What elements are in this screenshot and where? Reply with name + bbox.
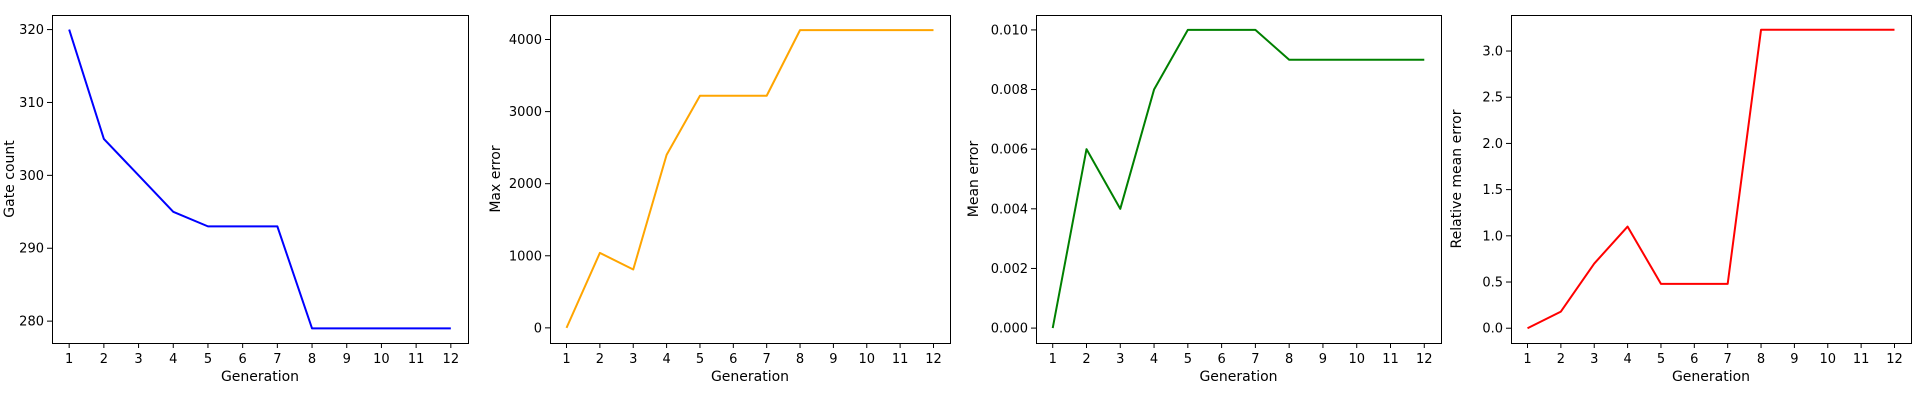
x-tick-label: 12 [1886,352,1903,367]
y-axis-label: Relative mean error [1449,109,1465,248]
x-tick-label: 5 [1657,352,1665,367]
x-tick-label: 5 [696,352,704,367]
plot-frame [52,15,469,344]
y-tick-label: 0.008 [991,83,1028,98]
x-tick-label: 2 [1082,352,1090,367]
series-line-max-error [565,29,934,329]
x-tick-label: 6 [239,352,247,367]
series-line-mean-error [1051,28,1425,329]
x-tick-label: 11 [1382,352,1399,367]
x-tick-label: 10 [373,352,390,367]
y-tick-label: 3000 [509,105,542,120]
y-tick-label: 0.000 [991,322,1028,337]
plot-frame [1511,15,1912,344]
x-tick-label: 6 [1690,352,1698,367]
x-tick-label: 5 [204,352,212,367]
y-tick-label: 0.004 [991,202,1028,217]
plot-frame [550,15,951,344]
x-tick-label: 8 [1757,352,1765,367]
y-tick-label: 2.0 [1482,137,1503,152]
y-tick-label: 290 [19,242,44,257]
x-axis-label: Generation [1199,369,1277,385]
series-line-gate-count [68,29,451,330]
x-tick-label: 1 [562,352,570,367]
y-tick-label: 280 [19,315,44,330]
y-axis-label: Mean error [966,141,982,218]
y-tick-label: 320 [19,23,44,38]
x-tick-label: 11 [1853,352,1870,367]
x-tick-label: 11 [892,352,909,367]
y-tick-label: 0 [534,321,542,336]
x-tick-label: 7 [1724,352,1732,367]
y-tick-label: 300 [19,169,44,184]
x-tick-label: 4 [1623,352,1631,367]
x-tick-label: 11 [408,352,425,367]
x-tick-label: 7 [273,352,281,367]
x-tick-label: 6 [729,352,737,367]
y-tick-label: 2.5 [1482,91,1503,106]
x-tick-label: 9 [829,352,837,367]
x-tick-label: 4 [1150,352,1158,367]
x-tick-label: 8 [1285,352,1293,367]
y-tick-label: 1.0 [1482,229,1503,244]
x-tick-label: 4 [169,352,177,367]
x-tick-label: 1 [1049,352,1057,367]
y-tick-label: 4000 [509,33,542,48]
y-tick-label: 2000 [509,177,542,192]
y-tick-label: 0.0 [1482,322,1503,337]
x-tick-label: 2 [100,352,108,367]
x-tick-label: 9 [343,352,351,367]
y-tick-label: 0.002 [991,262,1028,277]
y-tick-label: 0.010 [991,23,1028,38]
x-tick-label: 3 [629,352,637,367]
y-tick-label: 0.006 [991,143,1028,158]
x-tick-label: 2 [596,352,604,367]
x-tick-label: 12 [925,352,942,367]
x-tick-label: 9 [1790,352,1798,367]
x-tick-label: 8 [308,352,316,367]
x-tick-label: 6 [1217,352,1225,367]
x-tick-label: 4 [662,352,670,367]
x-tick-label: 9 [1319,352,1327,367]
y-tick-label: 1.5 [1482,183,1503,198]
x-tick-label: 7 [1251,352,1259,367]
x-tick-label: 2 [1557,352,1565,367]
x-tick-label: 10 [858,352,875,367]
plot-frame [1036,15,1442,344]
x-tick-label: 3 [1590,352,1598,367]
x-tick-label: 1 [1523,352,1531,367]
y-tick-label: 3.0 [1482,45,1503,60]
x-tick-label: 12 [443,352,460,367]
x-tick-label: 12 [1416,352,1433,367]
x-tick-label: 1 [65,352,73,367]
y-axis-label: Max error [488,145,504,213]
x-tick-label: 5 [1184,352,1192,367]
x-tick-label: 10 [1819,352,1836,367]
chart-gate-count: 1 2 3 4 5 6 7 8 9 10 11 12280290300310320Generation… [2,15,469,385]
y-axis-label: Gate count [2,140,18,218]
x-tick-label: 8 [796,352,804,367]
x-tick-label: 3 [1116,352,1124,367]
x-tick-label: 10 [1348,352,1365,367]
y-tick-label: 310 [19,96,44,111]
y-tick-label: 0.5 [1482,276,1503,291]
chart-relative-mean-error: 1 2 3 4 5 6 7 8 9 10 11 120.00.51.01.52.02.53.0Gene… [1449,15,1912,385]
series-line-relative-mean-error [1527,28,1895,330]
x-axis-label: Generation [221,369,299,385]
x-axis-label: Generation [711,369,789,385]
y-tick-label: 1000 [509,249,542,264]
x-tick-label: 7 [763,352,771,367]
x-axis-label: Generation [1672,369,1750,385]
x-tick-label: 3 [134,352,142,367]
chart-mean-error: 1 2 3 4 5 6 7 8 9 10 11 120.0000.0020.0040.0060.008… [966,15,1442,385]
chart-max-error: 1 2 3 4 5 6 7 8 9 10 11 1201000200030004000Generati… [488,15,951,385]
